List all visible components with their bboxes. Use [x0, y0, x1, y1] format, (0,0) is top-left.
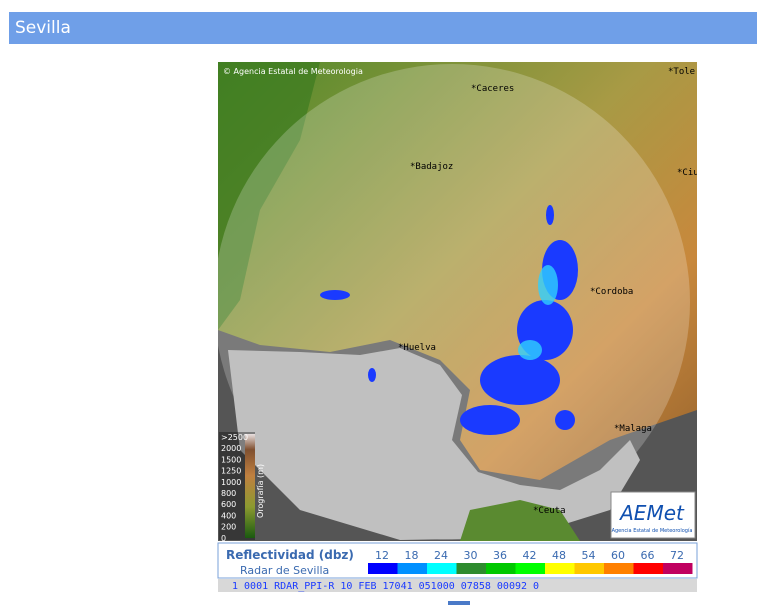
orography-label: 400 — [221, 511, 236, 520]
scale-label: 36 — [493, 549, 507, 562]
scale-label: 66 — [641, 549, 655, 562]
terrain — [460, 500, 580, 541]
scale-swatch — [397, 563, 427, 574]
status-text: 1 0001 RDAR_PPI-R 10 FEB 17041 051000 07… — [232, 581, 539, 592]
city-label: *Huelva — [398, 343, 436, 353]
scale-label: 18 — [405, 549, 419, 562]
scale-swatch — [486, 563, 516, 574]
orography-label: 200 — [221, 523, 236, 532]
city-label: *Ceuta — [533, 506, 566, 516]
scale-label: 48 — [552, 549, 566, 562]
orography-label: 1250 — [221, 467, 241, 476]
city-label: *Cordoba — [590, 287, 633, 297]
scale-label: 72 — [670, 549, 684, 562]
orography-label: >2500 — [221, 433, 248, 442]
scale-swatch — [604, 563, 634, 574]
orography-label: 0 — [221, 534, 226, 543]
scale-label: 60 — [611, 549, 625, 562]
sea — [228, 348, 640, 540]
city-label: *Tole — [668, 67, 695, 77]
logo-caption: Agencia Estatal de Meteorología — [612, 527, 693, 534]
legend-subtitle: Radar de Sevilla — [240, 564, 329, 577]
orography-title: Orografía (m) — [256, 464, 265, 518]
page-header: Sevilla — [9, 12, 757, 44]
map: AEMet Agencia Estatal de Meteorología © … — [218, 62, 699, 543]
scale-swatch — [427, 563, 457, 574]
scale-label: 42 — [523, 549, 537, 562]
logo: AEMet — [618, 501, 685, 525]
city-label: *Caceres — [471, 84, 514, 94]
scale-label: 12 — [375, 549, 389, 562]
orography-label: 800 — [221, 489, 236, 498]
orography-label: 1000 — [221, 478, 241, 487]
city-label: *Badajoz — [410, 162, 453, 172]
terrain — [218, 62, 320, 330]
scale-label: 30 — [464, 549, 478, 562]
scroll-indicator — [448, 601, 470, 605]
city-label: *Ciu — [677, 168, 699, 178]
orography-label: 1500 — [221, 455, 241, 464]
city-label: *Malaga — [614, 424, 652, 434]
scale-swatch — [456, 563, 486, 574]
scale-swatch — [368, 563, 398, 574]
status-bar — [218, 579, 697, 592]
legend-title: Reflectividad (dbz) — [226, 548, 354, 562]
orography-label: 600 — [221, 500, 236, 509]
orography-label: 2000 — [221, 444, 241, 453]
scale-swatch — [663, 563, 693, 574]
logo-box — [610, 491, 696, 539]
scale-label: 24 — [434, 549, 448, 562]
scale-swatch — [574, 563, 604, 574]
scale-swatch — [515, 563, 545, 574]
scale-swatch — [545, 563, 575, 574]
scale-label: 54 — [582, 549, 596, 562]
scale-swatch — [633, 563, 663, 574]
copyright: © Agencia Estatal de Meteorologia — [223, 67, 363, 76]
